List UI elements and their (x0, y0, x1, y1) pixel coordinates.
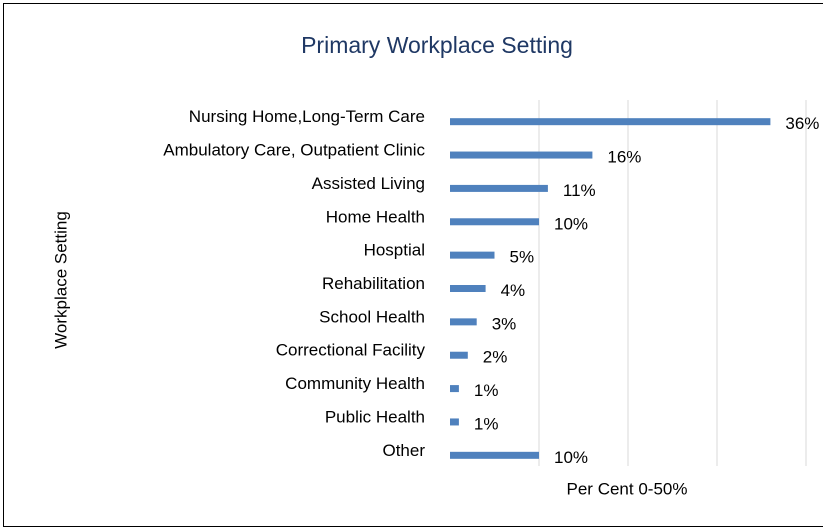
bar (450, 218, 539, 226)
chart-frame (3, 3, 823, 527)
data-label: 2% (483, 348, 508, 367)
y-axis-label: Workplace Setting (51, 211, 70, 349)
y-tick-label: Community Health (285, 374, 425, 393)
bar (450, 451, 539, 459)
data-label: 11% (563, 181, 596, 200)
y-tick-label: Public Health (325, 407, 425, 426)
data-label: 10% (554, 214, 588, 233)
y-tick-label: Home Health (326, 207, 425, 226)
data-label: 16% (607, 148, 641, 167)
x-axis-label: Per Cent 0-50% (567, 479, 688, 498)
data-label: 4% (501, 281, 526, 300)
bar (450, 184, 548, 192)
y-tick-label: Rehabilitation (322, 274, 425, 293)
bar (450, 285, 486, 292)
y-tick-label: Ambulatory Care, Outpatient Clinic (163, 141, 425, 160)
bar (450, 418, 459, 426)
bar (450, 251, 495, 259)
bar (450, 351, 468, 359)
data-label: 1% (474, 414, 499, 433)
y-tick-label: Correctional Facility (276, 341, 426, 360)
bar (450, 318, 477, 326)
y-tick-label: Other (382, 441, 425, 460)
data-label: 3% (492, 314, 517, 333)
data-label: 1% (474, 381, 499, 400)
bar (450, 118, 771, 126)
data-label: 36% (785, 114, 819, 133)
y-tick-label: Assisted Living (312, 174, 425, 193)
y-tick-label: School Health (319, 307, 425, 326)
y-tick-label: Nursing Home,Long-Term Care (189, 107, 425, 126)
bar (450, 385, 459, 393)
chart-title: Primary Workplace Setting (301, 32, 573, 58)
data-label: 5% (510, 248, 535, 267)
bar (450, 151, 593, 159)
data-label: 10% (554, 448, 588, 467)
y-tick-label: Hosptial (364, 241, 425, 260)
